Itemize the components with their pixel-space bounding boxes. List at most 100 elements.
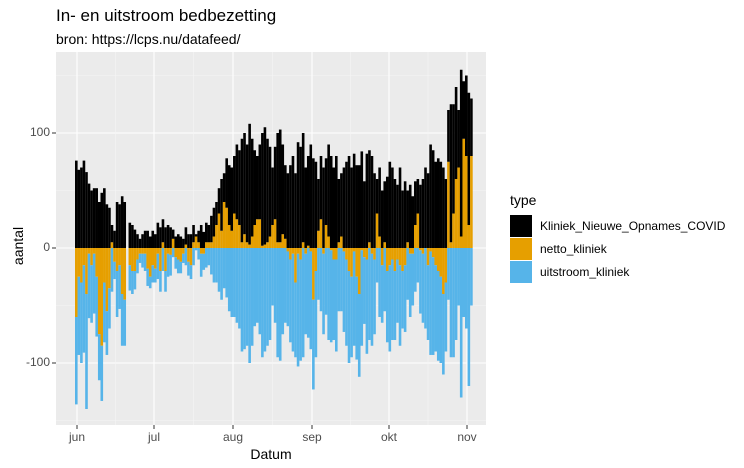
bar-segment <box>363 257 366 324</box>
bar-segment <box>133 271 137 290</box>
bar-segment <box>309 251 313 350</box>
bar-segment <box>380 265 384 323</box>
bar-segment <box>128 222 132 248</box>
bar-segment <box>309 144 313 248</box>
bar-segment <box>110 248 114 292</box>
bar-segment <box>217 188 221 214</box>
bar-segment <box>278 248 282 361</box>
bar-segment <box>408 253 412 317</box>
bar-segment <box>255 219 259 248</box>
bar-segment <box>258 144 262 220</box>
bar-segment <box>332 248 336 260</box>
bar-segment <box>337 248 341 312</box>
bar-segment <box>108 248 111 289</box>
bar-segment <box>301 248 305 358</box>
bar-segment <box>306 245 310 248</box>
x-tick-label: jun <box>68 430 85 444</box>
bar-segment <box>143 248 147 254</box>
bar-segment <box>161 248 165 271</box>
bar-segment <box>355 165 358 248</box>
bar-segment <box>143 253 147 271</box>
bar-segment <box>454 248 458 340</box>
bar-segment <box>403 248 407 266</box>
axis-ticks <box>52 132 468 429</box>
x-tick-label: jul <box>147 430 160 444</box>
bar-segment <box>240 138 244 243</box>
bar-segment <box>210 248 213 275</box>
bar-segment <box>261 133 264 246</box>
bar-segment <box>205 242 208 248</box>
bar-segment <box>233 156 236 214</box>
bar-segment <box>197 248 200 260</box>
bar-segment <box>306 156 310 246</box>
bar-segment <box>396 184 399 248</box>
bar-segment <box>230 248 234 317</box>
bar-segment <box>176 259 180 274</box>
bar-segment <box>95 276 98 337</box>
bar-segment <box>426 248 430 266</box>
bar-segment <box>319 156 323 220</box>
bar-segment <box>189 248 193 266</box>
bar-segment <box>202 231 206 248</box>
bar-segment <box>166 253 170 277</box>
bar-segment <box>457 110 460 168</box>
bar-segment <box>380 248 384 266</box>
bar-segment <box>243 234 246 248</box>
bar-segment <box>352 251 356 346</box>
bar-segment <box>291 253 295 352</box>
bar-segment <box>322 253 325 335</box>
bar-segment <box>424 248 427 329</box>
bar-segment <box>309 248 313 252</box>
bar-segment <box>212 248 216 283</box>
bar-segment <box>151 230 155 248</box>
bar-segment <box>100 192 104 248</box>
bar-segment <box>457 167 460 248</box>
bar-segment <box>103 248 106 283</box>
bar-segment <box>299 146 302 248</box>
bar-segment <box>335 248 338 260</box>
bar-segment <box>416 179 420 214</box>
bar-segment <box>385 248 389 271</box>
bar-segment <box>271 225 274 248</box>
bar-segment <box>156 248 160 254</box>
bar-segment <box>222 173 226 202</box>
bar-segment <box>75 160 78 248</box>
bar-segment <box>245 144 249 243</box>
bar-segment <box>222 248 226 289</box>
bar-segment <box>401 271 404 329</box>
bar-segment <box>411 248 415 254</box>
bar-segment <box>118 248 121 266</box>
bar-segment <box>215 225 218 248</box>
bar-segment <box>118 204 121 248</box>
bar-segment <box>332 259 336 340</box>
bar-segment <box>324 248 328 315</box>
bar-segment <box>87 253 91 319</box>
bar-segment <box>194 234 198 237</box>
bar-segment <box>429 248 432 252</box>
bar-segment <box>230 167 234 231</box>
bar-segment <box>373 173 376 248</box>
bar-segment <box>465 75 468 156</box>
bar-segment <box>120 248 124 294</box>
bar-segment <box>335 259 338 352</box>
bar-segment <box>227 225 231 248</box>
bar-segment <box>406 190 409 243</box>
bar-segment <box>388 248 392 266</box>
bar-segment <box>141 248 144 254</box>
bar-segment <box>393 248 397 271</box>
bar-segment <box>263 127 267 245</box>
bar-segment <box>365 248 369 260</box>
bar-segment <box>171 248 175 258</box>
bar-segment <box>151 265 155 283</box>
legend: type Kliniek_Nieuwe_Opnames_COVID netto_… <box>510 192 725 283</box>
legend-item-nieuwe-opnames: Kliniek_Nieuwe_Opnames_COVID <box>510 214 725 237</box>
bar-segment <box>373 248 376 260</box>
bar-segment <box>419 250 422 314</box>
bar-segment <box>263 244 267 248</box>
bar-segment <box>258 248 262 335</box>
bar-segment <box>383 248 387 312</box>
bar-segment <box>227 248 231 312</box>
bar-segment <box>299 259 302 361</box>
bar-segment <box>215 202 218 225</box>
bar-segment <box>347 248 351 271</box>
